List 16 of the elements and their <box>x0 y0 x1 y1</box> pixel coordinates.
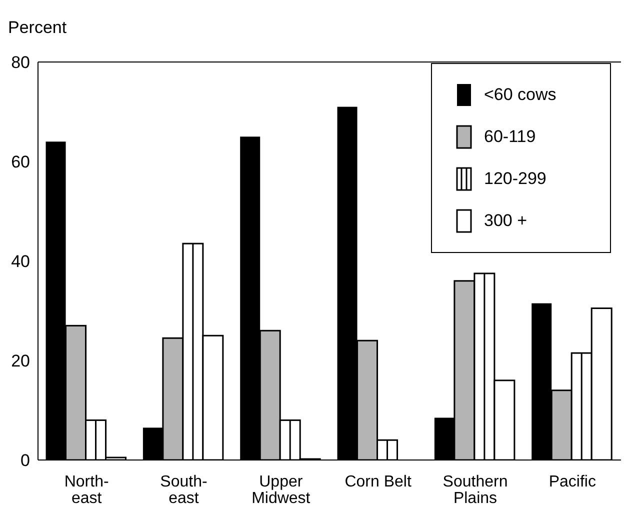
x-tick-label: South- east <box>160 473 208 508</box>
y-tick-label: 40 <box>11 252 30 272</box>
y-tick-label: 80 <box>11 53 30 72</box>
y-axis-title: Percent <box>8 18 67 38</box>
legend-label: 300 + <box>484 211 528 231</box>
x-tick-label: Southern Plains <box>442 473 508 508</box>
y-tick-label: 20 <box>11 352 30 371</box>
x-tick-label: North- east <box>64 473 109 508</box>
legend-label: 60-119 <box>484 127 536 147</box>
y-tick-label: 0 <box>20 451 30 470</box>
y-tick-label: 60 <box>11 152 30 172</box>
x-tick-label: Corn Belt <box>344 473 412 490</box>
legend-label: <60 cows <box>484 85 556 105</box>
x-tick-label: Upper Midwest <box>252 473 311 508</box>
x-tick-label: Pacific <box>548 473 596 490</box>
legend-label: 120-299 <box>484 169 546 189</box>
